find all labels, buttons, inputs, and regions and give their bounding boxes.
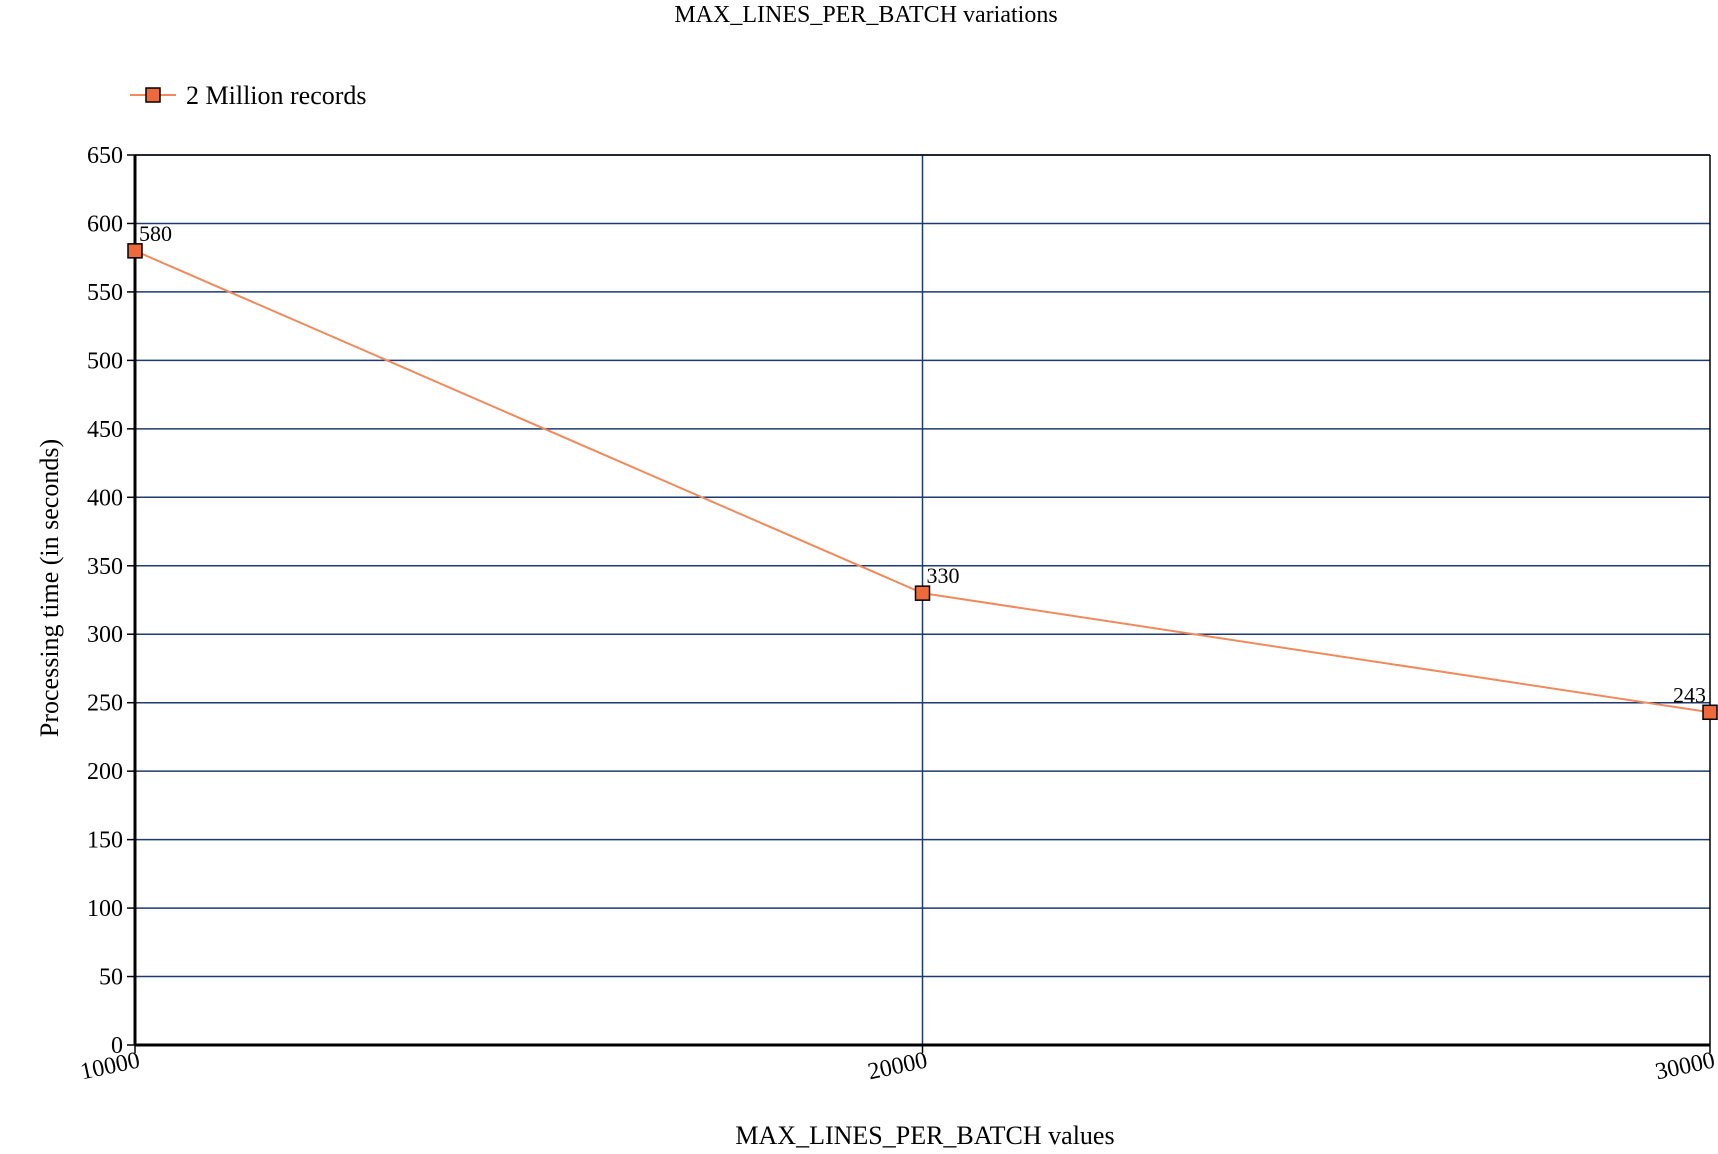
y-tick-label: 650 (87, 143, 123, 169)
y-tick-label: 350 (87, 554, 123, 580)
legend-marker (146, 88, 160, 102)
data-label: 330 (927, 563, 960, 588)
y-tick-label: 300 (87, 622, 123, 648)
x-axis-ticks: 10000 20000 30000 (78, 1045, 1717, 1085)
data-point (1703, 705, 1717, 719)
legend: 2 Million records (130, 81, 367, 110)
y-tick-label: 50 (99, 965, 123, 991)
legend-label: 2 Million records (186, 81, 367, 110)
data-label: 580 (139, 221, 172, 246)
x-tick-label: 20000 (866, 1047, 930, 1085)
x-tick-label: 30000 (1653, 1047, 1717, 1085)
y-tick-label: 200 (87, 759, 123, 785)
y-tick-label: 600 (87, 211, 123, 237)
data-point (916, 586, 930, 600)
y-tick-label: 550 (87, 280, 123, 306)
x-tick-label: 10000 (78, 1047, 142, 1085)
y-tick-label: 500 (87, 348, 123, 374)
data-point (128, 244, 142, 258)
x-axis-label: MAX_LINES_PER_BATCH values (735, 1121, 1114, 1150)
y-tick-label: 250 (87, 691, 123, 717)
y-tick-label: 150 (87, 828, 123, 854)
y-tick-label: 100 (87, 896, 123, 922)
data-label: 243 (1673, 682, 1706, 707)
y-axis-label: Processing time (in seconds) (35, 439, 64, 737)
chart-title: MAX_LINES_PER_BATCH variations (674, 2, 1057, 28)
y-tick-label: 400 (87, 485, 123, 511)
y-tick-label: 450 (87, 417, 123, 443)
